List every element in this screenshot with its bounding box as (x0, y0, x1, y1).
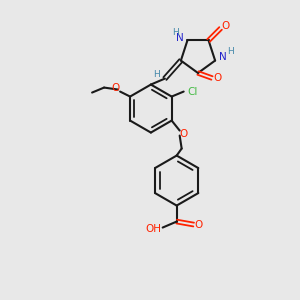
Text: H: H (172, 28, 179, 37)
Text: H: H (227, 47, 233, 56)
Text: O: O (194, 220, 203, 230)
Text: Cl: Cl (188, 87, 198, 97)
Text: H: H (154, 70, 160, 79)
Text: O: O (213, 73, 221, 83)
Text: OH: OH (146, 224, 162, 234)
Text: O: O (179, 129, 188, 139)
Text: O: O (111, 82, 119, 93)
Text: O: O (221, 21, 230, 32)
Text: N: N (176, 33, 183, 43)
Text: N: N (219, 52, 227, 61)
